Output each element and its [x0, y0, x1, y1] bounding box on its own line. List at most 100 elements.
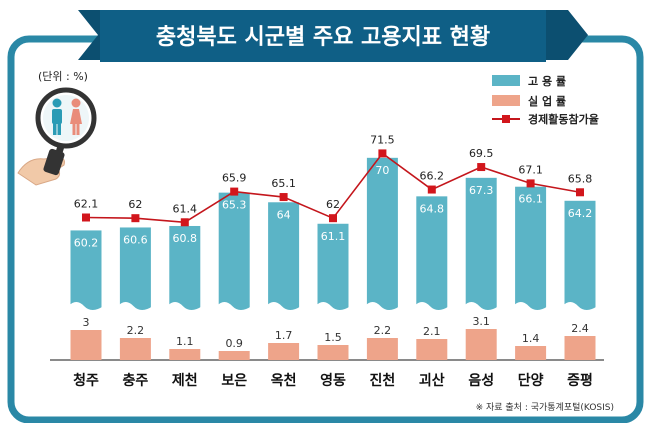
lfp-data-label: 65.1: [271, 177, 296, 190]
axis-break-mark: [463, 302, 499, 316]
legend-swatch-unemployment: [492, 95, 520, 106]
axis-break-mark: [68, 302, 104, 316]
employment-bar: [70, 230, 102, 314]
axis-break-mark: [364, 302, 400, 316]
employment-data-label: 65.3: [222, 199, 247, 212]
category-label: 음성: [468, 373, 494, 389]
lfp-data-label: 65.8: [568, 172, 593, 185]
employment-bar: [119, 227, 151, 314]
unemployment-data-label: 1.5: [324, 331, 342, 344]
axis-break-mark: [562, 302, 598, 316]
unemployment-bar: [268, 343, 300, 360]
employment-bar: [564, 200, 596, 314]
lfp-data-label: 71.5: [370, 133, 395, 146]
unemployment-data-label: 3.1: [472, 315, 490, 328]
category-label: 보은: [221, 373, 247, 389]
lfp-data-label: 69.5: [469, 147, 494, 160]
category-label: 제천: [172, 373, 198, 389]
employment-bar: [268, 202, 300, 314]
lfp-data-label: 66.2: [420, 170, 445, 183]
lfp-point: [131, 214, 140, 223]
lfp-data-label: 61.4: [173, 202, 198, 215]
title-banner: 충청북도 시군별 주요 고용지표 현황: [78, 10, 588, 62]
legend-label-unemployment: 실 업 률: [528, 94, 566, 108]
unemployment-bar: [366, 338, 398, 360]
unemployment-data-label: 0.9: [225, 337, 243, 350]
legend: 고 용 률 실 업 률 경제활동참가율: [492, 75, 599, 126]
unemployment-bar: [119, 338, 151, 360]
lfp-point: [526, 179, 535, 188]
lfp-point: [329, 214, 337, 223]
employment-data-label: 66.1: [518, 193, 543, 206]
source-note: ※ 자료 출처 : 국가통계포털(KOSIS): [476, 401, 614, 413]
lfp-point: [378, 149, 387, 158]
unemployment-bar: [317, 345, 349, 360]
employment-bar: [169, 225, 201, 314]
unemployment-bar: [515, 346, 547, 360]
unemployment-data-label: 1.4: [522, 332, 540, 345]
lfp-data-label: 67.1: [518, 163, 543, 176]
employment-data-label: 60.2: [74, 236, 99, 249]
lfp-series-line: [85, 152, 581, 224]
lfp-point: [576, 188, 584, 197]
unemployment-data-label: 2.1: [423, 325, 441, 338]
employment-bar: [218, 192, 250, 314]
axis-break-mark: [117, 302, 153, 316]
employment-bar: [515, 186, 547, 314]
employment-data-label: 60.8: [173, 232, 198, 245]
legend-label-employment: 고 용 률: [528, 75, 566, 88]
unemployment-bar: [169, 349, 201, 360]
employment-data-label: 67.3: [469, 184, 494, 197]
employment-data-label: 60.6: [123, 233, 148, 246]
unemployment-data-label: 2.2: [127, 324, 145, 337]
lfp-point: [180, 218, 189, 227]
category-label: 진천: [370, 372, 396, 389]
lfp-point: [279, 193, 288, 202]
category-label: 충주: [123, 373, 149, 389]
lfp-data-label: 65.9: [222, 172, 247, 185]
legend-marker-lfp: [502, 115, 510, 123]
lfp-point: [477, 163, 486, 172]
unemployment-bar: [218, 351, 250, 360]
employment-bar: [465, 177, 497, 314]
lfp-data-label: 62: [128, 198, 142, 211]
employment-data-label: 64: [277, 208, 291, 221]
employment-data-label: 64.8: [420, 202, 445, 215]
axis-break-mark: [167, 302, 203, 316]
unemployment-data-label: 1.1: [176, 335, 194, 348]
legend-label-lfp: 경제활동참가율: [528, 112, 599, 126]
unemployment-data-label: 2.4: [571, 322, 589, 335]
axis-break-mark: [513, 302, 549, 316]
lfp-point: [427, 185, 436, 194]
employment-data-label: 61.1: [321, 230, 346, 243]
unemployment-data-label: 3: [83, 316, 90, 329]
chart-title: 충청북도 시군별 주요 고용지표 현황: [156, 25, 490, 50]
employment-data-label: 70: [375, 164, 389, 177]
category-label: 청주: [73, 373, 99, 389]
lfp-point: [82, 213, 90, 222]
unit-label: (단위 : %): [38, 70, 88, 83]
axis-break-mark: [216, 302, 252, 316]
axis-break-mark: [414, 302, 450, 316]
category-label: 옥천: [271, 373, 297, 389]
employment-bar: [317, 223, 349, 314]
lfp-data-label: 62: [326, 198, 340, 211]
axis-break-mark: [315, 302, 351, 316]
legend-swatch-employment: [492, 75, 520, 86]
employment-bar: [366, 157, 398, 314]
category-label: 단양: [518, 372, 544, 389]
category-label: 증평: [567, 372, 593, 389]
unemployment-bar: [465, 329, 497, 360]
unemployment-bar: [70, 330, 102, 360]
unemployment-data-label: 2.2: [374, 324, 392, 337]
axis-break-mark: [266, 302, 302, 316]
unemployment-bar: [416, 339, 448, 360]
employment-bar: [416, 196, 448, 314]
employment-data-label: 64.2: [568, 207, 593, 220]
unemployment-data-label: 1.7: [275, 329, 293, 342]
lfp-point: [230, 187, 239, 196]
chart-marks: 60.2 3 62.1 청주 60.6 2.2 62 충주 60.8 1.1 61.4 제천 65.3 0…: [50, 133, 604, 389]
category-label: 괴산: [419, 372, 445, 389]
